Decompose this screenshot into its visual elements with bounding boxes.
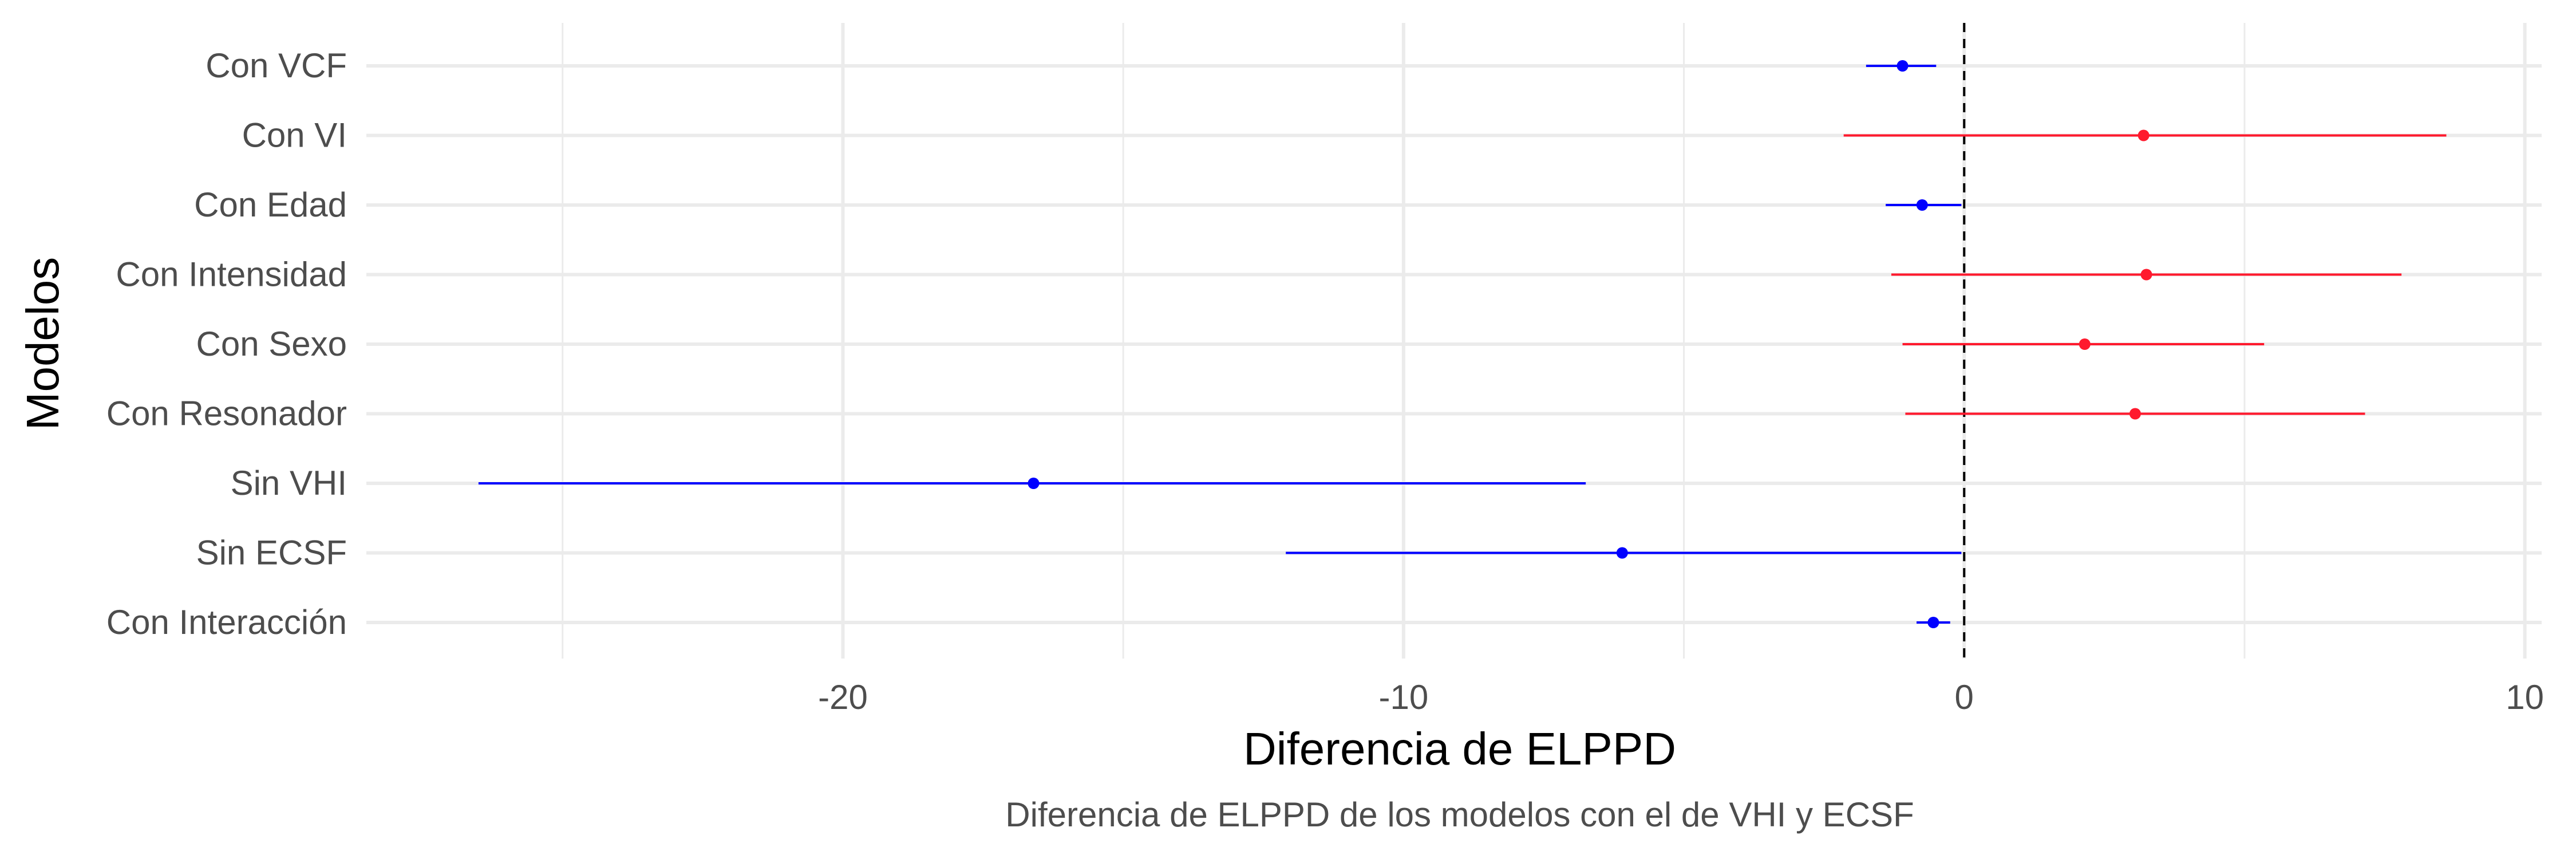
estimate-point: [2079, 338, 2091, 350]
x-tick-label: -10: [1378, 678, 1428, 716]
estimate-point: [2140, 269, 2152, 281]
y-tick-label: Sin ECSF: [196, 534, 347, 572]
y-tick-label: Con Interacción: [106, 603, 347, 641]
y-tick-label: Con Sexo: [196, 325, 347, 363]
y-tick-label: Sin VHI: [231, 464, 347, 502]
estimate-point: [2129, 408, 2141, 420]
x-tick-label: 0: [1955, 678, 1974, 716]
estimate-point: [1616, 547, 1628, 559]
x-tick-label: -20: [818, 678, 868, 716]
y-tick-label: Con Edad: [194, 186, 347, 224]
x-tick-labels: -20 -10 0 10: [818, 678, 2544, 716]
y-tick-label: Con VCF: [206, 46, 347, 85]
y-axis-title: Modelos: [17, 257, 68, 430]
y-tick-label: Con Intensidad: [116, 255, 347, 294]
grid: [366, 23, 2542, 659]
estimate-point: [2138, 129, 2150, 141]
estimate-point: [1927, 617, 1939, 628]
x-axis-title: Diferencia de ELPPD: [1243, 723, 1676, 774]
estimate-point: [1897, 60, 1909, 72]
chart-caption: Diferencia de ELPPD de los modelos con e…: [1005, 795, 1914, 834]
x-tick-label: 10: [2506, 678, 2544, 716]
y-tick-labels: Con VCF Con VI Con Edad Con Intensidad Con S…: [106, 46, 347, 641]
interval-marks: [478, 60, 2447, 628]
estimate-point: [1916, 199, 1928, 211]
y-tick-label: Con Resonador: [106, 395, 347, 433]
estimate-point: [1028, 478, 1040, 489]
y-tick-label: Con VI: [242, 116, 347, 155]
